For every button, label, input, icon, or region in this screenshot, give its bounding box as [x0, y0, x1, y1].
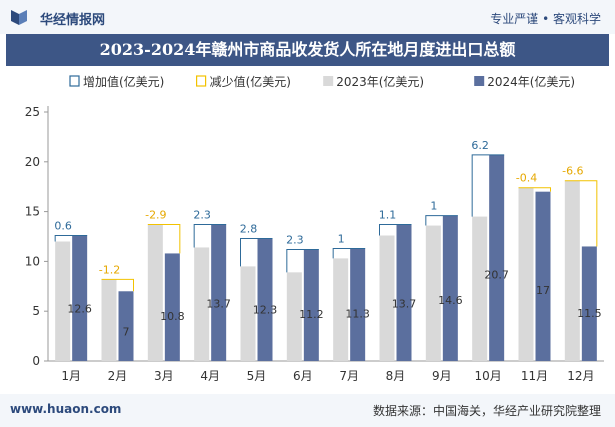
change-label-7: 1 — [338, 232, 345, 245]
bar-2024-11 — [535, 191, 551, 361]
bar-2024-label-2: 7 — [123, 326, 130, 339]
footer-url: www.huaon.com — [10, 402, 122, 416]
x-tick-label-3: 3月 — [154, 369, 174, 383]
bar-2023-1 — [55, 241, 71, 361]
footer-bar: www.huaon.com 数据来源：中国海关，华经产业研究院整理 — [0, 394, 615, 427]
bar-2024-2 — [118, 291, 134, 361]
bar-2023-11 — [518, 187, 534, 361]
bar-2023-12 — [564, 180, 580, 361]
change-label-9: 1 — [430, 200, 437, 213]
change-label-1: 0.6 — [54, 220, 72, 233]
bar-2024-10 — [489, 154, 505, 361]
legend-swatch-3 — [474, 76, 485, 86]
bar-2024-6 — [303, 249, 319, 361]
x-tick-label-7: 7月 — [339, 369, 359, 383]
bar-2024-label-8: 13.7 — [392, 298, 417, 311]
x-tick-label-8: 8月 — [386, 369, 406, 383]
bar-2024-label-3: 10.8 — [160, 310, 185, 323]
change-label-11: -0.4 — [516, 172, 537, 185]
change-bracket-2 — [101, 278, 134, 292]
x-tick-label-6: 6月 — [293, 369, 313, 383]
change-label-8: 1.1 — [379, 209, 397, 222]
bar-2023-9 — [425, 225, 441, 361]
bar-2023-10 — [472, 216, 488, 361]
bar-2024-label-7: 11.3 — [345, 308, 370, 321]
bar-2024-label-4: 13.7 — [206, 298, 231, 311]
bar-2023-3 — [147, 224, 163, 361]
bar-2023-7 — [333, 258, 349, 361]
bar-2024-label-1: 12.6 — [67, 302, 92, 315]
x-tick-label-4: 4月 — [200, 369, 220, 383]
bar-2024-7 — [350, 248, 366, 361]
x-tick-label-9: 9月 — [432, 369, 452, 383]
huajing-logo-icon — [11, 10, 27, 25]
bar-2024-3 — [164, 253, 180, 361]
bar-2024-label-11: 17 — [536, 284, 550, 297]
bar-2024-5 — [257, 238, 273, 361]
change-bracket-5 — [240, 237, 273, 267]
header-bar: 华经情报网 专业严谨 • 客观科学 — [0, 0, 615, 34]
bar-2024-1 — [72, 235, 88, 361]
change-bracket-10 — [471, 154, 505, 217]
bar-2023-5 — [240, 266, 256, 361]
change-bracket-1 — [54, 235, 88, 242]
y-tick-label-15: 15 — [25, 205, 40, 219]
legend-label-2: 2023年(亿美元) — [336, 74, 424, 89]
chart-legend: 增加值(亿美元) 减少值(亿美元) 2023年(亿美元) 2024年(亿美元) — [69, 74, 575, 89]
site-slogan: 专业严谨 • 客观科学 — [490, 12, 601, 26]
y-tick-label-5: 5 — [32, 304, 40, 318]
legend-label-0: 增加值(亿美元) — [83, 74, 164, 89]
change-bracket-7 — [332, 247, 366, 259]
legend-swatch-1 — [196, 75, 207, 87]
change-label-2: -1.2 — [99, 263, 120, 276]
x-tick-label-10: 10月 — [475, 369, 502, 383]
change-bracket-4 — [193, 224, 227, 248]
change-label-5: 2.8 — [240, 222, 258, 235]
y-tick-label-10: 10 — [25, 254, 40, 268]
change-label-12: -6.6 — [562, 165, 583, 178]
bar-2024-label-12: 11.5 — [577, 307, 602, 320]
bar-2023-4 — [194, 247, 210, 361]
change-label-4: 2.3 — [193, 209, 211, 222]
chart-axes: 0 5 10 15 20 25 — [25, 105, 604, 368]
legend-swatch-0 — [69, 75, 80, 87]
x-tick-label-11: 11月 — [521, 369, 548, 383]
bar-2024-label-10: 20.7 — [484, 268, 509, 281]
chart-title: 2023-2024年赣州市商品收发货人所在地月度进出口总额 — [6, 34, 609, 66]
change-label-6: 2.3 — [286, 233, 304, 246]
change-label-3: -2.9 — [145, 209, 166, 222]
bar-chart: 增加值(亿美元) 减少值(亿美元) 2023年(亿美元) 2024年(亿美元) 0 5 1… — [25, 74, 604, 383]
bar-2024-label-5: 12.3 — [253, 304, 278, 317]
x-tick-label-12: 12月 — [567, 369, 594, 383]
x-tick-label-1: 1月 — [61, 369, 81, 383]
change-bracket-11 — [518, 187, 551, 192]
y-tick-label-25: 25 — [25, 105, 40, 119]
legend-swatch-2 — [323, 76, 334, 86]
change-bracket-8 — [379, 224, 412, 236]
chart-bars: 0.612.61月-1.272月-2.910.83月2.313.74月2.812… — [54, 139, 601, 383]
y-tick-label-20: 20 — [25, 155, 40, 169]
change-bracket-12 — [564, 180, 598, 247]
x-tick-label-2: 2月 — [108, 369, 128, 383]
bar-2024-12 — [581, 246, 597, 361]
bar-2024-label-9: 14.6 — [438, 294, 463, 307]
change-bracket-9 — [425, 215, 458, 226]
site-name: 华经情报网 — [40, 13, 106, 28]
bar-2023-8 — [379, 235, 395, 361]
y-tick-label-0: 0 — [32, 354, 40, 368]
bar-2024-4 — [211, 224, 227, 361]
bar-2024-8 — [396, 224, 412, 361]
bar-2023-6 — [286, 272, 302, 361]
bar-2024-9 — [442, 215, 458, 361]
change-bracket-3 — [147, 224, 181, 254]
change-label-10: 6.2 — [471, 139, 489, 152]
bar-2023-2 — [101, 279, 117, 361]
change-bracket-6 — [286, 248, 319, 273]
data-source: 数据来源：中国海关，华经产业研究院整理 — [372, 404, 601, 418]
legend-label-1: 减少值(亿美元) — [210, 74, 291, 89]
bar-2024-label-6: 11.2 — [299, 308, 324, 321]
x-tick-label-5: 5月 — [247, 369, 267, 383]
legend-label-3: 2024年(亿美元) — [487, 74, 575, 89]
